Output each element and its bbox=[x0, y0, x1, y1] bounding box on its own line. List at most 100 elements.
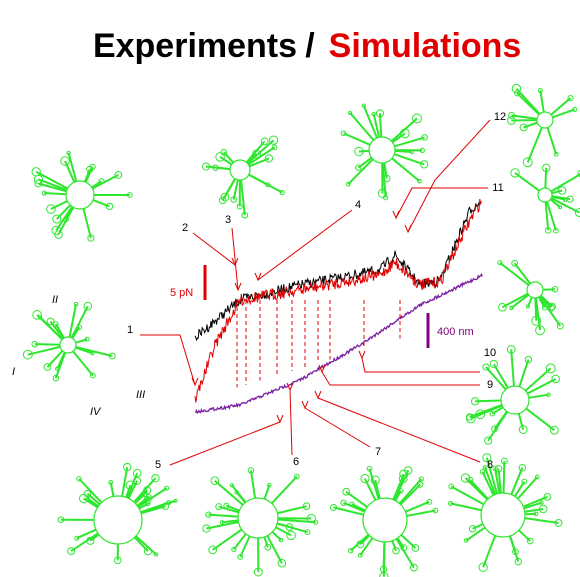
rna-hairpin bbox=[531, 315, 542, 326]
rna-hairpin bbox=[89, 372, 96, 379]
rna-stem bbox=[266, 535, 283, 564]
rna-hairpin bbox=[494, 464, 503, 473]
rna-stem bbox=[526, 127, 543, 163]
callout-line bbox=[140, 334, 196, 386]
rna-hairpin bbox=[108, 352, 116, 360]
rna-hairpin bbox=[399, 469, 409, 479]
rna-hairpin bbox=[377, 188, 388, 199]
trace bbox=[194, 201, 482, 342]
rna-stem bbox=[550, 197, 580, 214]
rna-hairpin bbox=[375, 109, 385, 118]
trace bbox=[194, 272, 483, 414]
rna-hairpin bbox=[409, 563, 418, 572]
rna-hairpin bbox=[541, 163, 551, 173]
rna-hairpin bbox=[556, 322, 564, 330]
rna-stem bbox=[549, 198, 561, 208]
rna-stem bbox=[232, 179, 239, 200]
rna-hairpin bbox=[509, 305, 514, 311]
rna-stem bbox=[277, 518, 316, 524]
rna-hairpin bbox=[553, 151, 559, 157]
rna-stem bbox=[528, 393, 549, 399]
rna-hairpin bbox=[554, 518, 563, 527]
rna-stem bbox=[249, 470, 257, 499]
callout-arrow bbox=[404, 224, 412, 234]
extension-scale-label: 400 nm bbox=[437, 326, 474, 338]
rna-hairpin bbox=[537, 87, 543, 94]
rna-hairpin bbox=[355, 164, 362, 171]
rna-stem bbox=[406, 509, 436, 517]
rna-stem bbox=[56, 351, 66, 370]
rna-hairpin bbox=[489, 411, 495, 417]
rna-hairpin bbox=[521, 478, 528, 485]
rna-stem bbox=[510, 349, 515, 387]
rna-stem bbox=[135, 535, 157, 556]
rna-stem bbox=[359, 534, 371, 546]
rna-stem bbox=[526, 378, 557, 395]
rna-stem bbox=[275, 526, 292, 537]
rna-hairpin bbox=[277, 558, 287, 568]
rna-hairpin bbox=[524, 355, 533, 364]
rna-hairpin bbox=[347, 547, 354, 554]
rna-stem bbox=[277, 505, 307, 515]
rna-hairpin bbox=[340, 130, 347, 137]
rna-hairpin bbox=[32, 310, 42, 320]
callout-arrow bbox=[301, 400, 309, 410]
rna-loop bbox=[537, 187, 553, 203]
rna-loop bbox=[65, 180, 95, 210]
rna-hairpin bbox=[426, 498, 433, 505]
rna-stem bbox=[492, 363, 509, 389]
rna-hairpin bbox=[66, 150, 71, 156]
rna-loop bbox=[536, 111, 554, 129]
rna-stem bbox=[538, 295, 562, 327]
rna-hairpin bbox=[468, 525, 477, 533]
rna-hairpin bbox=[577, 169, 580, 178]
rna-stem bbox=[550, 173, 580, 193]
rna-stem bbox=[343, 501, 366, 513]
rna-hairpin bbox=[463, 538, 469, 543]
rna-hairpin bbox=[210, 476, 220, 486]
rna-stem bbox=[86, 492, 101, 506]
rna-stem bbox=[78, 478, 103, 504]
rna-hairpin bbox=[543, 492, 552, 501]
rna-stem bbox=[44, 192, 67, 196]
rna-hairpin bbox=[237, 554, 244, 560]
rna-stem bbox=[395, 538, 415, 569]
rna-stem bbox=[221, 519, 239, 524]
rna-stem bbox=[92, 199, 110, 208]
rna-stem bbox=[109, 482, 115, 497]
rna-stem bbox=[524, 367, 552, 392]
rna-stem bbox=[133, 536, 149, 552]
rna-hairpin bbox=[22, 349, 33, 360]
rna-loop bbox=[237, 497, 279, 539]
rna-hairpin bbox=[349, 501, 355, 507]
rna-stem bbox=[333, 506, 364, 516]
rna-hairpin bbox=[361, 103, 366, 108]
rna-hairpin bbox=[271, 144, 278, 151]
rna-hairpin bbox=[348, 110, 353, 116]
rna-hairpin bbox=[218, 196, 227, 205]
rna-hairpin bbox=[482, 363, 490, 371]
rna-stem bbox=[518, 359, 530, 388]
rna-hairpin bbox=[205, 511, 212, 518]
rna-hairpin bbox=[465, 413, 474, 421]
rna-hairpin bbox=[563, 197, 568, 203]
rna-hairpin bbox=[52, 374, 60, 382]
title-separator: / bbox=[305, 27, 315, 65]
rna-stem bbox=[368, 468, 380, 500]
rna-hairpin bbox=[51, 225, 62, 236]
rna-hairpin bbox=[500, 457, 508, 465]
rna-stem bbox=[214, 479, 244, 506]
callout-line bbox=[395, 187, 488, 219]
rna-hairpin bbox=[525, 304, 530, 309]
rna-hairpin bbox=[313, 519, 319, 525]
rna-stem bbox=[393, 153, 425, 166]
rna-stem bbox=[91, 180, 103, 189]
rna-stem bbox=[140, 505, 166, 515]
rna-hairpin bbox=[558, 205, 563, 210]
rna-stem bbox=[219, 156, 233, 166]
rna-hairpin bbox=[549, 425, 559, 435]
rna-hairpin bbox=[53, 321, 59, 327]
rna-hairpin bbox=[553, 227, 559, 234]
rna-stem bbox=[276, 522, 308, 534]
